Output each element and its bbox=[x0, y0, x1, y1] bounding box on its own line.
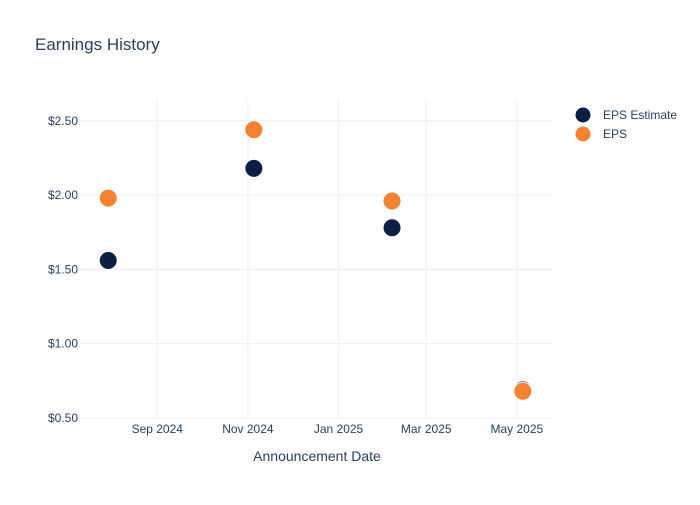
x-axis-title: Announcement Date bbox=[253, 448, 381, 464]
grid-lines bbox=[80, 100, 554, 419]
legend-item-eps[interactable]: EPS bbox=[574, 125, 627, 143]
legend-marker bbox=[574, 125, 592, 143]
y-tick-label: $1.00 bbox=[48, 337, 78, 351]
eps-point[interactable] bbox=[244, 120, 264, 140]
y-tick-label: $2.50 bbox=[48, 114, 78, 128]
legend-item-eps-estimate[interactable]: EPS Estimate bbox=[574, 106, 677, 124]
eps-point[interactable] bbox=[382, 191, 402, 211]
x-tick-label: May 2025 bbox=[491, 422, 544, 436]
y-tick-label: $1.50 bbox=[48, 262, 78, 276]
x-tick-label: Jan 2025 bbox=[314, 422, 364, 436]
x-tick-label: Nov 2024 bbox=[222, 422, 274, 436]
eps-point[interactable] bbox=[98, 188, 118, 208]
y-tick-label: $2.00 bbox=[48, 188, 78, 202]
eps-point[interactable] bbox=[513, 381, 533, 401]
legend-label: EPS bbox=[603, 127, 627, 141]
eps-estimate-point[interactable] bbox=[382, 218, 402, 238]
legend-label: EPS Estimate bbox=[603, 108, 677, 122]
x-tick-label: Mar 2025 bbox=[401, 422, 452, 436]
y-axis: $0.50 $1.00 $1.50 $2.00 $2.50 bbox=[48, 114, 78, 425]
eps-estimate-point[interactable] bbox=[244, 158, 264, 178]
eps-estimate-point[interactable] bbox=[98, 250, 118, 270]
y-tick-label: $0.50 bbox=[48, 411, 78, 425]
x-tick-label: Sep 2024 bbox=[132, 422, 184, 436]
legend-marker bbox=[574, 106, 592, 124]
x-axis: Sep 2024 Nov 2024 Jan 2025 Mar 2025 May 2025 bbox=[132, 422, 544, 436]
data-points bbox=[98, 120, 533, 401]
legend[interactable]: EPS Estimate EPS bbox=[574, 106, 677, 143]
chart-title: Earnings History bbox=[35, 35, 160, 54]
